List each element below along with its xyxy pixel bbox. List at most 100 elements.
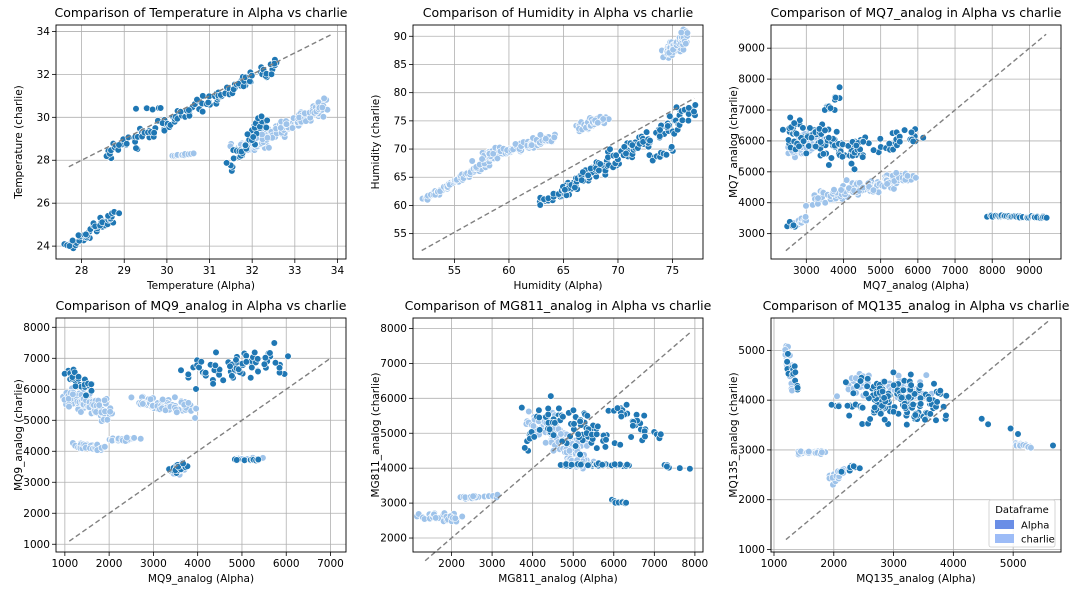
y-axis-label: MG811_analog (charlie) bbox=[370, 372, 382, 497]
scatter-point bbox=[880, 378, 889, 386]
axes-frame bbox=[55, 24, 347, 260]
scatter-point bbox=[858, 404, 867, 412]
y-tick-label: 32 bbox=[37, 69, 50, 81]
scatter-point bbox=[602, 436, 610, 444]
x-tick-label: 28 bbox=[75, 265, 88, 277]
scatter-point bbox=[821, 126, 829, 134]
scatter-point bbox=[793, 384, 802, 392]
scatter-point bbox=[596, 160, 604, 168]
scatter-point bbox=[984, 420, 992, 428]
scatter-point bbox=[869, 186, 878, 194]
scatter-point bbox=[863, 382, 871, 390]
scatter-point bbox=[545, 425, 554, 433]
scatter-point bbox=[827, 154, 836, 162]
scatter-point bbox=[862, 390, 870, 398]
scatter-point bbox=[233, 456, 241, 464]
scatter-point bbox=[903, 172, 912, 180]
scatter-point bbox=[583, 412, 591, 420]
scatter-point bbox=[137, 435, 145, 443]
scatter-point bbox=[518, 404, 526, 412]
axes-frame bbox=[770, 317, 1062, 553]
scatter-point bbox=[320, 94, 328, 102]
x-tick-label: 4000 bbox=[830, 265, 857, 277]
scatter-point bbox=[571, 183, 579, 192]
scatter-point bbox=[551, 419, 559, 427]
y-axis-label: MQ135_analog (charlie) bbox=[728, 372, 740, 497]
scatter-point bbox=[850, 165, 859, 173]
y-tick-label: 30 bbox=[37, 112, 50, 124]
scatter-point bbox=[922, 371, 930, 379]
scatter-point bbox=[835, 83, 844, 91]
scatter-point bbox=[243, 130, 252, 138]
scatter-point bbox=[843, 402, 852, 410]
legend-swatch bbox=[995, 534, 1014, 543]
scatter-point bbox=[933, 398, 941, 406]
scatter-point bbox=[942, 411, 950, 420]
legend-swatch bbox=[995, 520, 1014, 529]
scatter-point bbox=[783, 358, 791, 366]
scatter-point bbox=[184, 399, 192, 407]
scatter-point bbox=[825, 134, 833, 142]
scatter-point bbox=[642, 128, 651, 136]
y-tick-label: 5000 bbox=[738, 166, 765, 178]
x-tick-label: 7000 bbox=[317, 558, 344, 570]
scatter-point bbox=[230, 154, 238, 162]
scatter-point bbox=[646, 137, 654, 145]
scatter-point bbox=[792, 130, 801, 138]
scatter-point bbox=[458, 512, 466, 521]
scatter-point bbox=[555, 404, 563, 413]
scatter-point bbox=[892, 169, 900, 177]
scatter-point bbox=[802, 149, 810, 157]
legend-label: charlie bbox=[1021, 535, 1055, 546]
scatter-point bbox=[880, 394, 888, 402]
scatter-point bbox=[1049, 441, 1057, 450]
scatter-point bbox=[74, 373, 83, 381]
scatter-point bbox=[831, 93, 840, 102]
scatter-point bbox=[65, 242, 74, 250]
scatter-point bbox=[664, 122, 672, 130]
diagonal-line bbox=[785, 319, 1050, 541]
scatter-point bbox=[691, 101, 699, 109]
scatter-point bbox=[856, 464, 864, 472]
x-tick-label: 5000 bbox=[867, 265, 894, 277]
y-tick-label: 70 bbox=[394, 144, 407, 156]
scatter-point bbox=[270, 339, 278, 347]
scatter-point bbox=[318, 103, 326, 112]
y-tick-label: 8000 bbox=[738, 74, 765, 86]
scatter-point bbox=[837, 468, 846, 476]
legend-title: Dataframe bbox=[995, 505, 1049, 516]
scatter-point bbox=[866, 415, 874, 423]
x-tick-label: 7000 bbox=[641, 558, 668, 570]
y-tick-label: 6000 bbox=[380, 393, 407, 405]
y-tick-label: 1000 bbox=[23, 539, 50, 551]
subplot-title: Comparison of MQ7_analog in Alpha vs cha… bbox=[771, 5, 1062, 20]
scatter-point bbox=[629, 422, 637, 430]
scatter-point bbox=[627, 433, 635, 441]
scatter-point bbox=[159, 395, 167, 404]
subplot: 55 60 65 70 75 55 60 65 70 75 80 85 90 Comparison of … bbox=[370, 5, 704, 292]
scatter-point bbox=[682, 39, 690, 48]
y-axis-label: Temperature (charlie) bbox=[13, 85, 25, 200]
scatter-point bbox=[838, 153, 847, 161]
scatter-point bbox=[842, 378, 850, 386]
scatter-point bbox=[623, 461, 631, 469]
scatter-point bbox=[123, 140, 131, 148]
scatter-point bbox=[807, 134, 816, 142]
scatter-point bbox=[254, 367, 262, 376]
scatter-point bbox=[910, 390, 919, 398]
scatter-point bbox=[685, 104, 693, 112]
diagonal-line bbox=[68, 357, 331, 542]
scatter-point bbox=[130, 434, 138, 442]
scatter-point bbox=[536, 131, 545, 139]
scatter-point bbox=[549, 431, 558, 439]
x-tick-label: 7000 bbox=[942, 265, 969, 277]
y-tick-label: 65 bbox=[394, 172, 407, 184]
diagonal-line bbox=[785, 33, 1047, 252]
scatter-point bbox=[599, 115, 607, 123]
scatter-point bbox=[801, 213, 810, 221]
scatter-point bbox=[821, 199, 829, 207]
scatter-point bbox=[677, 28, 685, 37]
scatter-point bbox=[254, 355, 262, 363]
scatter-point bbox=[816, 138, 825, 146]
scatter-point bbox=[106, 408, 114, 416]
